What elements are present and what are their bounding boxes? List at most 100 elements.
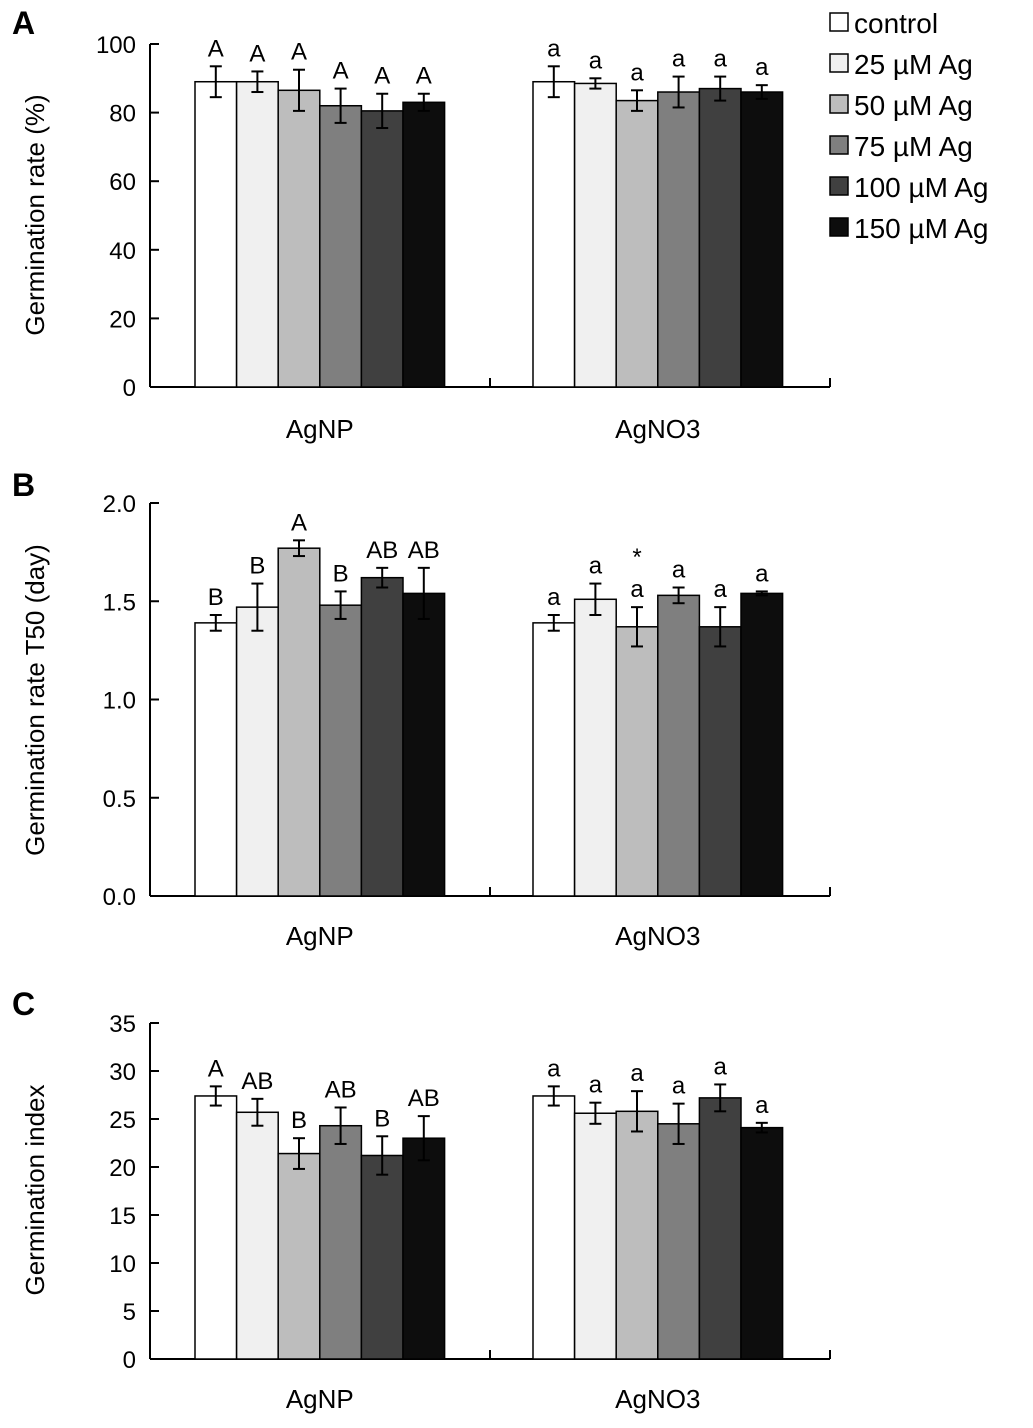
bar xyxy=(698,87,742,388)
bar xyxy=(194,80,238,388)
y-axis-title: Germination rate T50 (day) xyxy=(20,544,50,856)
significance-label: AB xyxy=(408,1085,440,1112)
y-tick-label: 0 xyxy=(123,1347,136,1374)
significance-label: B xyxy=(374,1105,390,1132)
bar xyxy=(194,622,238,897)
bar xyxy=(740,1126,784,1360)
y-tick-label: 1.0 xyxy=(103,688,136,715)
x-category-label: AgNO3 xyxy=(615,1384,700,1414)
significance-label: a xyxy=(589,553,603,580)
significance-label: A xyxy=(291,39,307,66)
y-tick-label: 35 xyxy=(109,1011,136,1038)
significance-label: B xyxy=(333,560,349,587)
bar xyxy=(235,606,279,897)
y-tick-label: 5 xyxy=(123,1299,136,1326)
significance-label: B xyxy=(291,1107,307,1134)
significance-label: A xyxy=(416,63,432,90)
panel-letter: A xyxy=(12,5,35,41)
bar xyxy=(615,99,659,388)
bar xyxy=(573,82,617,388)
bar xyxy=(698,626,742,897)
y-tick-label: 80 xyxy=(109,101,136,128)
y-axis-title: Germination rate (%) xyxy=(20,94,50,335)
x-category-label: AgNP xyxy=(286,1384,354,1414)
significance-label: a xyxy=(630,1060,644,1087)
bar xyxy=(532,1095,576,1360)
bar xyxy=(740,91,784,388)
y-tick-label: 30 xyxy=(109,1059,136,1086)
y-tick-label: 0 xyxy=(123,375,136,402)
legend: control 25 µM Ag 50 µM Ag 75 µM Ag 100 µM Ag… xyxy=(829,8,988,244)
bar xyxy=(698,1097,742,1360)
significance-label: a xyxy=(547,1055,561,1082)
bar xyxy=(319,104,363,388)
bar xyxy=(657,1123,701,1360)
significance-label: AB xyxy=(366,537,398,564)
y-tick-label: 10 xyxy=(109,1251,136,1278)
panel-b: B Germination rate T50 (day) 0.0 0.5 1.0 1.5 2… xyxy=(12,467,831,951)
significance-label: AB xyxy=(408,537,440,564)
panel-letter: C xyxy=(12,986,35,1022)
significance-label: a xyxy=(547,35,561,62)
y-tick-label: 40 xyxy=(109,238,136,265)
legend-swatch xyxy=(829,217,849,237)
bar xyxy=(740,592,784,897)
bar xyxy=(194,1095,238,1360)
x-category-label: AgNP xyxy=(286,921,354,951)
y-tick-label: 20 xyxy=(109,1155,136,1182)
significance-label: a xyxy=(755,1092,769,1119)
significance-label: a xyxy=(755,560,769,587)
legend-swatch xyxy=(829,135,849,155)
legend-label: 25 µM Ag xyxy=(854,49,973,80)
significance-label: a xyxy=(714,576,728,603)
bar xyxy=(319,604,363,897)
significance-label: a xyxy=(630,59,644,86)
bar xyxy=(532,80,576,388)
significance-label: a xyxy=(589,1072,603,1099)
legend-swatch xyxy=(829,53,849,73)
y-tick-label: 1.5 xyxy=(103,589,136,616)
bar xyxy=(235,80,279,388)
significance-label: A xyxy=(249,40,265,67)
significance-label: B xyxy=(249,553,265,580)
y-tick-label: 60 xyxy=(109,169,136,196)
y-tick-label: 0.5 xyxy=(103,786,136,813)
y-tick-label: 2.0 xyxy=(103,491,136,518)
bar xyxy=(360,110,404,388)
legend-label: 50 µM Ag xyxy=(854,90,973,121)
significance-label: A xyxy=(208,35,224,62)
significance-label: a xyxy=(714,46,728,73)
significance-label: A xyxy=(374,63,390,90)
y-tick-label: 25 xyxy=(109,1107,136,1134)
significance-label: a xyxy=(672,556,686,583)
bar xyxy=(657,91,701,388)
bar xyxy=(360,1154,404,1360)
bar xyxy=(615,1110,659,1360)
significance-label: a xyxy=(672,1073,686,1100)
legend-swatch xyxy=(829,12,849,32)
significance-label: A xyxy=(291,509,307,536)
legend-swatch xyxy=(829,176,849,196)
significance-label: a xyxy=(589,47,603,74)
y-axis-title: Germination index xyxy=(20,1085,50,1296)
significance-label: a xyxy=(630,576,644,603)
significance-label: B xyxy=(208,584,224,611)
significance-label: AB xyxy=(325,1076,357,1103)
bar xyxy=(319,1124,363,1360)
legend-swatch xyxy=(829,94,849,114)
panel-letter: B xyxy=(12,467,35,503)
significance-label: a xyxy=(755,54,769,81)
bar xyxy=(615,626,659,897)
bar xyxy=(402,101,446,388)
bar xyxy=(657,594,701,897)
bar xyxy=(532,622,576,897)
y-tick-label: 15 xyxy=(109,1203,136,1230)
y-tick-label: 20 xyxy=(109,306,136,333)
legend-label: 150 µM Ag xyxy=(854,213,988,244)
bar xyxy=(277,89,321,388)
significance-label: A xyxy=(333,58,349,85)
bar xyxy=(360,576,404,897)
